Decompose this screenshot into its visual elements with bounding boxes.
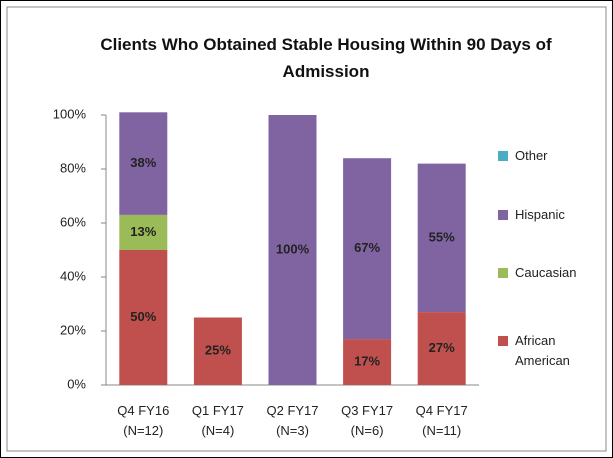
- x-tick-label: Q4 FY17 (N=11): [415, 403, 468, 438]
- chart-title: Clients Who Obtained Stable Housing With…: [100, 35, 552, 81]
- value-label: 13%: [130, 224, 156, 239]
- chart-border: [6, 6, 607, 452]
- bar-segment: [119, 250, 168, 385]
- y-tick-label: 60%: [60, 214, 86, 229]
- value-label: 17%: [354, 353, 380, 368]
- legend-label: African American: [515, 333, 570, 368]
- value-label: 50%: [130, 309, 156, 324]
- y-tick-label: 20%: [60, 322, 86, 337]
- value-label: 25%: [205, 343, 231, 358]
- bar-segment: [268, 115, 317, 385]
- y-tick-label: 80%: [60, 160, 86, 175]
- y-tick-label: 0%: [67, 376, 86, 391]
- legend-swatch: [498, 336, 508, 346]
- bar-segment: [119, 214, 168, 250]
- bar-segment: [417, 312, 466, 385]
- legend-swatch: [498, 151, 508, 161]
- x-tick-label: Q1 FY17 (N=4): [191, 403, 244, 438]
- value-label: 38%: [130, 155, 156, 170]
- x-tick-label: Q4 FY16 (N=12): [117, 403, 170, 438]
- legend-label: Caucasian: [515, 265, 577, 280]
- legend-swatch: [498, 268, 508, 278]
- x-tick-label: Q2 FY17 (N=3): [266, 403, 319, 438]
- value-label: 67%: [354, 240, 380, 255]
- bar-segment: [193, 317, 242, 385]
- x-tick-label: Q3 FY17 (N=6): [341, 403, 394, 438]
- legend-swatch: [498, 210, 508, 220]
- legend-label: Hispanic: [515, 207, 565, 222]
- y-tick-label: 40%: [60, 268, 86, 283]
- bar-segment: [343, 158, 392, 340]
- y-tick-label: 100%: [53, 106, 87, 121]
- value-label: 27%: [429, 340, 455, 355]
- bar-segment: [119, 112, 168, 215]
- value-label: 55%: [429, 229, 455, 244]
- bar-segment: [417, 163, 466, 313]
- bar-segment: [343, 339, 392, 385]
- legend-label: Other: [515, 148, 548, 163]
- value-label: 100%: [276, 241, 310, 256]
